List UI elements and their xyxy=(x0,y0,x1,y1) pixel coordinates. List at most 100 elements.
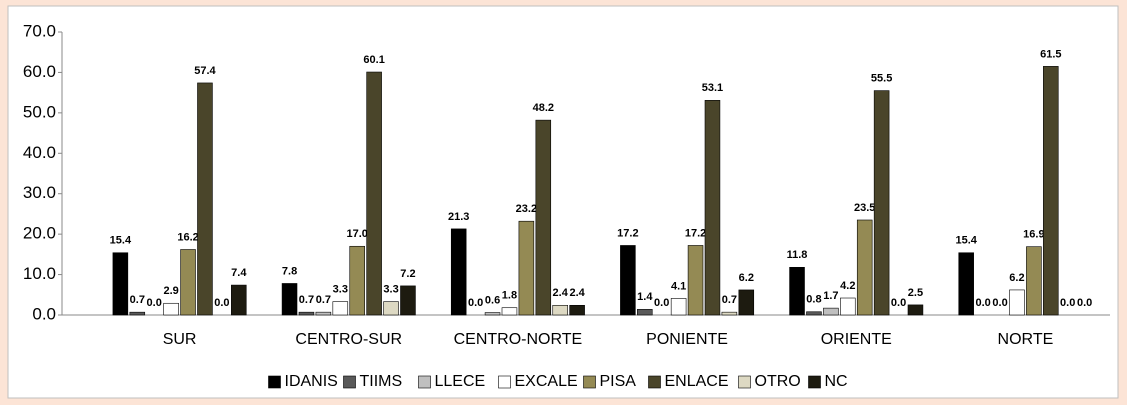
legend-label: PISA xyxy=(600,373,637,390)
value-label: 60.1 xyxy=(363,54,384,66)
value-label: 3.3 xyxy=(383,284,398,296)
value-label: 0.7 xyxy=(299,294,314,306)
value-label: 17.2 xyxy=(685,227,706,239)
legend-label: LLECE xyxy=(435,373,486,390)
bar xyxy=(332,301,349,316)
value-label: 7.8 xyxy=(282,265,297,277)
bar xyxy=(484,312,501,316)
value-label: 1.8 xyxy=(502,290,517,302)
legend-swatch xyxy=(498,375,511,389)
bar xyxy=(180,249,196,316)
legend-label: EXCALE xyxy=(515,373,578,390)
bar xyxy=(687,245,704,316)
bar xyxy=(806,311,822,316)
bar xyxy=(129,311,146,316)
value-label: 48.2 xyxy=(533,102,554,114)
bar xyxy=(856,219,873,316)
value-label: 1.7 xyxy=(823,290,838,302)
value-label: 16.9 xyxy=(1023,229,1044,241)
value-label: 15.4 xyxy=(955,235,977,247)
x-tick-label: CENTRO-NORTE xyxy=(454,331,583,348)
x-tick-label: NORTE xyxy=(998,331,1054,348)
value-label: 0.7 xyxy=(130,294,145,306)
legend-swatch xyxy=(808,375,821,389)
bar xyxy=(670,298,687,316)
value-label: 0.8 xyxy=(806,294,821,306)
bar xyxy=(704,100,721,316)
y-tick-label: 0.0 xyxy=(32,304,56,323)
legend-label: OTRO xyxy=(755,373,801,390)
value-label: 1.4 xyxy=(637,291,653,303)
value-label: 11.8 xyxy=(787,249,808,261)
bar xyxy=(163,302,179,316)
value-label: 0.6 xyxy=(485,294,500,306)
bar xyxy=(298,311,315,316)
y-tick-label: 30.0 xyxy=(23,183,56,202)
bar xyxy=(112,252,129,316)
value-label: 4.2 xyxy=(840,280,855,292)
value-label: 7.4 xyxy=(231,267,247,279)
bar xyxy=(518,220,535,316)
legend-label: IDANIS xyxy=(285,373,338,390)
value-label: 0.0 xyxy=(1060,297,1075,309)
value-label: 0.0 xyxy=(1077,297,1092,309)
value-label: 0.0 xyxy=(975,297,990,309)
value-label: 2.5 xyxy=(908,287,923,299)
legend-label: NC xyxy=(825,373,848,390)
value-label: 0.7 xyxy=(316,294,331,306)
bar xyxy=(281,283,298,316)
legend-swatch xyxy=(583,375,596,389)
value-label: 0.0 xyxy=(468,297,483,309)
bar xyxy=(535,119,552,316)
value-label: 15.4 xyxy=(110,235,132,247)
value-label: 0.0 xyxy=(147,297,162,309)
legend-label: ENLACE xyxy=(665,373,729,390)
bar xyxy=(958,252,974,316)
bar xyxy=(1026,246,1042,316)
bar xyxy=(907,304,924,316)
value-label: 4.1 xyxy=(671,280,686,292)
bar xyxy=(400,285,416,316)
bar xyxy=(1043,66,1059,316)
bar xyxy=(823,307,839,316)
legend-swatch xyxy=(343,375,356,389)
value-label: 0.0 xyxy=(992,297,1007,309)
value-label: 57.4 xyxy=(194,65,216,77)
value-label: 6.2 xyxy=(1009,272,1024,284)
bar xyxy=(1009,289,1025,316)
legend-swatch xyxy=(738,375,751,389)
value-label: 17.2 xyxy=(617,227,638,239)
value-label: 2.4 xyxy=(553,287,569,299)
bar xyxy=(366,71,382,316)
bar xyxy=(552,304,568,316)
chart-frame xyxy=(7,5,1119,399)
legend-swatch xyxy=(648,375,661,389)
value-label: 2.4 xyxy=(569,287,585,299)
bar xyxy=(721,311,738,316)
value-label: 53.1 xyxy=(702,82,723,94)
y-tick-label: 60.0 xyxy=(23,62,56,81)
value-label: 0.0 xyxy=(654,297,669,309)
value-label: 16.2 xyxy=(177,231,198,243)
x-tick-label: CENTRO-SUR xyxy=(295,331,402,348)
bar xyxy=(637,309,653,316)
bar xyxy=(383,301,399,316)
value-label: 17.0 xyxy=(346,228,367,240)
bar xyxy=(873,90,890,316)
bar xyxy=(840,297,856,316)
bar xyxy=(789,266,805,316)
value-label: 0.0 xyxy=(891,297,906,309)
value-label: 2.9 xyxy=(163,285,178,297)
value-label: 21.3 xyxy=(448,211,469,223)
value-label: 55.5 xyxy=(871,73,892,85)
value-label: 23.5 xyxy=(854,202,875,214)
bar xyxy=(738,289,755,316)
bar xyxy=(501,307,518,316)
value-label: 0.7 xyxy=(722,294,737,306)
bar xyxy=(569,304,585,316)
y-tick-label: 40.0 xyxy=(23,143,56,162)
legend-label: TIIMS xyxy=(360,373,403,390)
x-tick-label: SUR xyxy=(163,331,197,348)
